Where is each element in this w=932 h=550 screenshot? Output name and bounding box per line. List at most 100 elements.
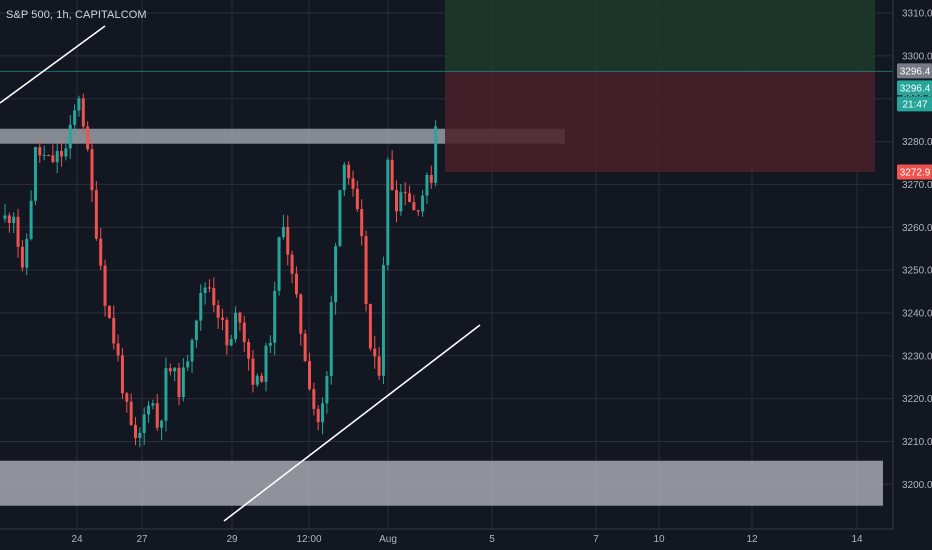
candle-body: [381, 265, 385, 376]
price-tag-countdown: [897, 96, 932, 112]
candle-body: [308, 361, 311, 390]
y-tick-label: 3250.0: [902, 266, 932, 277]
target-box: [445, 0, 875, 72]
candle-body: [312, 389, 316, 409]
zone-resistance: [0, 128, 565, 144]
candle-body: [103, 265, 107, 306]
candle-body: [421, 195, 425, 212]
candle-body: [338, 190, 342, 247]
candle-body: [364, 236, 368, 305]
candle-body: [216, 305, 220, 318]
price-tag-stop: [897, 164, 932, 180]
candle-body: [107, 305, 111, 318]
candles: [3, 93, 438, 448]
candle-body: [138, 432, 142, 438]
candle-body: [412, 202, 416, 211]
position-boxes: [0, 0, 893, 172]
candle-body: [125, 393, 129, 402]
trend-line-lower: [223, 324, 481, 522]
candle-body: [303, 333, 307, 362]
candle-body: [334, 246, 338, 303]
chart-title: S&P 500, 1h, CAPITALCOM: [6, 9, 147, 21]
candle-body: [281, 227, 285, 238]
price-tag-bid: [897, 80, 932, 96]
candle-body: [3, 215, 7, 219]
candle-body: [347, 164, 351, 179]
x-tick-label: 12: [746, 534, 758, 545]
y-tick-label: 3220.0: [902, 394, 932, 405]
price-tag-label: 3296.4: [900, 66, 931, 77]
price-tag-last: [897, 63, 932, 79]
candle-body: [277, 237, 281, 291]
candle-body: [134, 424, 137, 438]
candle-body: [360, 209, 364, 237]
y-tick-label: 3260.0: [902, 223, 932, 234]
candle-body: [225, 319, 229, 346]
candle-body: [12, 216, 16, 223]
candle-body: [207, 287, 211, 289]
candle-body: [199, 293, 203, 321]
time-axis[interactable]: 24 27 29 12:00 Aug 5 7 10 12 14: [0, 528, 893, 545]
candle-body: [68, 124, 72, 149]
candle-body: [299, 294, 303, 334]
candle-body: [120, 355, 124, 394]
candle-body: [251, 358, 255, 385]
candle-body: [77, 98, 81, 111]
candle-body: [142, 414, 146, 433]
candle-body: [186, 361, 190, 368]
x-tick-label: 12:00: [296, 534, 321, 545]
candle-body: [342, 164, 346, 191]
candle-body: [181, 367, 185, 398]
candle-body: [164, 368, 168, 421]
candle-body: [273, 290, 277, 343]
y-tick-label: 3210.0: [902, 437, 932, 448]
price-tag-label: 21:47: [902, 99, 927, 110]
candle-body: [51, 155, 55, 163]
y-tick-label: 3280.0: [902, 137, 932, 148]
candle-body: [286, 227, 290, 255]
candle-body: [425, 175, 429, 196]
candle-body: [73, 110, 77, 125]
zones: [0, 128, 883, 506]
candle-body: [194, 320, 198, 341]
candle-body: [38, 147, 42, 156]
x-tick-label: 10: [653, 534, 665, 545]
price-tags: 3296.4 3296.4 21:47 3272.9: [897, 63, 932, 180]
candle-body: [386, 159, 390, 266]
candle-body: [155, 403, 159, 428]
candle-body: [90, 149, 94, 191]
x-tick-label: 5: [489, 534, 495, 545]
candle-body: [399, 192, 403, 212]
candle-body: [316, 408, 320, 423]
candle-body: [20, 246, 24, 268]
y-tick-label: 3310.0: [902, 9, 932, 20]
y-tick-label: 3240.0: [902, 308, 932, 319]
candle-body: [81, 98, 85, 127]
x-tick-label: 27: [136, 534, 148, 545]
price-tag-label: 3296.4: [900, 83, 931, 94]
candle-body: [190, 340, 194, 362]
candle-body: [221, 317, 224, 320]
stop-box: [445, 71, 875, 172]
price-tag-label: 3272.9: [900, 167, 931, 178]
candle-body: [151, 403, 155, 406]
candle-body: [325, 376, 329, 404]
candle-body: [294, 273, 298, 295]
candle-body: [255, 375, 259, 385]
x-tick-label: Aug: [379, 534, 397, 545]
candle-body: [290, 254, 294, 274]
candle-body: [351, 178, 355, 189]
candle-body: [173, 367, 177, 372]
y-tick-label: 3230.0: [902, 351, 932, 362]
x-tick-label: 29: [226, 534, 238, 545]
candle-body: [403, 192, 407, 194]
candle-body: [416, 210, 420, 212]
candle-body: [25, 238, 29, 268]
trend-line-upper: [0, 25, 106, 104]
candle-body: [147, 405, 151, 415]
candle-body: [429, 175, 433, 183]
candle-body: [60, 150, 64, 157]
candle-body: [368, 304, 372, 349]
candle-body: [434, 126, 438, 183]
